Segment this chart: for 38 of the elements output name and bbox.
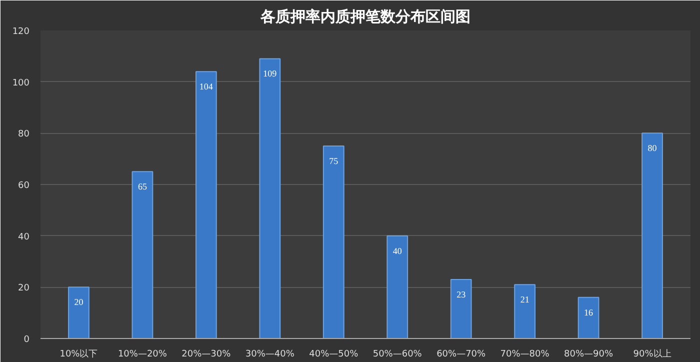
y-tick-label: 120 <box>12 27 30 37</box>
x-tick-label: 40%—50% <box>309 350 359 360</box>
bar <box>642 132 663 338</box>
bar <box>578 296 600 338</box>
x-tick-label: 80%—90% <box>564 350 614 360</box>
x-tick-label: 10%以下 <box>60 348 98 360</box>
x-tick-label: 30%—40% <box>245 350 295 360</box>
bar <box>68 286 90 338</box>
data-label: 75 <box>329 156 339 166</box>
y-tick-label: 60 <box>18 181 30 191</box>
y-tick-label: 80 <box>18 130 30 140</box>
data-label: 16 <box>584 307 594 318</box>
x-tick-label: 70%—80% <box>500 350 550 360</box>
data-label: 23 <box>456 289 466 300</box>
y-tick-label: 100 <box>12 78 30 88</box>
x-tick-label: 50%—60% <box>372 350 422 360</box>
chart-title: 各质押率内质押笔数分布区间图 <box>260 8 470 26</box>
bar <box>386 235 408 338</box>
y-tick-label: 40 <box>18 232 30 242</box>
data-label: 104 <box>199 82 214 92</box>
bar <box>195 71 217 338</box>
y-tick-label: 0 <box>24 335 30 345</box>
data-label: 20 <box>74 297 84 308</box>
x-tick-label: 20%—30% <box>182 350 232 360</box>
data-label: 21 <box>520 294 530 305</box>
bar <box>322 146 344 338</box>
bar <box>514 284 536 338</box>
data-label: 109 <box>263 68 278 79</box>
bar <box>450 278 472 338</box>
bar <box>132 171 154 338</box>
data-label: 65 <box>138 182 148 192</box>
bar <box>259 58 281 338</box>
x-tick-label: 10%—20% <box>118 350 168 360</box>
y-tick-label: 20 <box>18 284 30 294</box>
x-tick-label: 90%以上 <box>633 348 672 360</box>
data-label: 40 <box>392 246 402 256</box>
data-label: 80 <box>648 143 658 154</box>
x-tick-label: 60%—70% <box>436 350 486 360</box>
